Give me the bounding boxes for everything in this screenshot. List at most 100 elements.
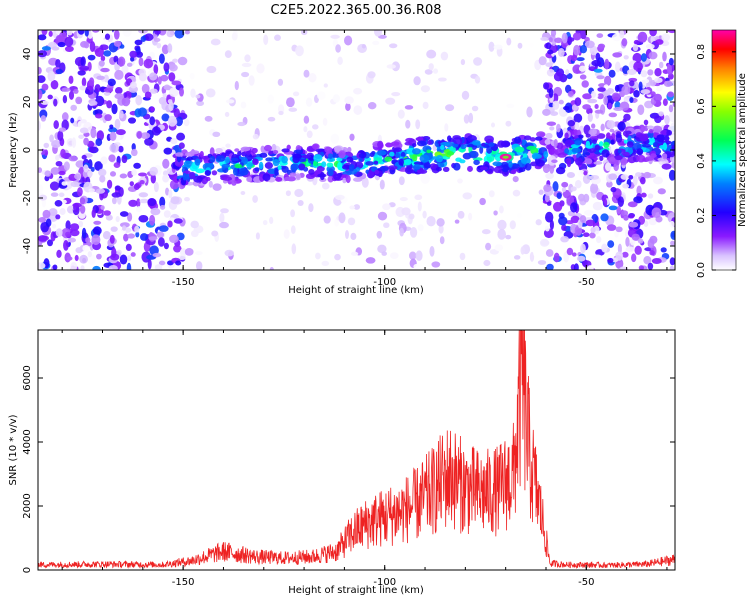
heatmap-cell [582,104,591,110]
heatmap-cell [508,161,513,168]
heatmap-cell [648,129,654,134]
heatmap-cell [420,85,431,93]
heatmap-cell [77,30,85,35]
heatmap-cell [258,161,264,170]
heatmap-cell [640,53,647,62]
spectrogram-x-ticks: -150 -100 -50 [61,30,668,288]
heatmap-cell [457,178,463,184]
heatmap-cell [96,75,105,81]
heatmap-cell [567,90,574,97]
heatmap-cell [615,61,621,73]
heatmap-cell [129,50,138,58]
heatmap-cell [183,160,194,168]
heatmap-cell [168,189,173,199]
heatmap-cell [585,219,596,227]
heatmap-cell [111,197,117,205]
heatmap-cell [591,139,597,144]
heatmap-cell [184,197,190,202]
heatmap-cell [47,70,56,82]
heatmap-cell [412,143,417,148]
heatmap-cell [135,94,143,106]
heatmap-cell [591,90,596,98]
heatmap-cell [322,182,330,190]
heatmap-cell [638,265,645,270]
heatmap-cell [668,169,675,181]
heatmap-cell [178,142,185,150]
snr-y-axis-label: SNR (10 * v/v) [8,414,19,485]
heatmap-cell [662,51,667,62]
heatmap-cell [546,144,553,150]
heatmap-cell [308,168,315,175]
snr-x-tick-label: -100 [373,577,396,588]
heatmap-cell [631,142,642,150]
heatmap-cell [651,207,662,219]
heatmap-cell [190,88,196,98]
heatmap-cell [550,111,559,117]
heatmap-cell [206,65,217,74]
heatmap-cell [438,224,444,234]
heatmap-cell [347,217,356,226]
heatmap-cell [248,75,255,86]
heatmap-cell [303,115,310,124]
heatmap-cell [474,75,481,84]
heatmap-cell [80,265,85,270]
heatmap-cell [175,152,184,157]
heatmap-cell [617,196,624,208]
heatmap-cell [252,158,259,166]
heatmap-cell [429,245,435,257]
heatmap-cell [50,192,59,197]
heatmap-cell [619,30,625,39]
colorbar-gradient [712,30,736,270]
heatmap-cell [613,96,619,102]
heatmap-cell [103,210,111,216]
heatmap-cell [547,49,554,55]
heatmap-cell [596,236,602,244]
heatmap-cell [74,173,81,180]
heatmap-cell [608,69,616,78]
heatmap-cell [511,163,520,169]
heatmap-cell [668,151,675,158]
heatmap-cell [639,133,649,142]
heatmap-cell [384,156,393,162]
heatmap-cell [656,154,662,158]
heatmap-cell [83,41,90,49]
heatmap-cell [668,111,675,123]
heatmap-cell [130,148,138,157]
heatmap-cell [114,93,124,100]
heatmap-cell [244,54,251,63]
heatmap-cell [509,220,516,230]
heatmap-cell [55,228,63,237]
heatmap-cell [336,157,343,162]
heatmap-cell [189,72,195,80]
heatmap-cell [626,141,634,148]
heatmap-cell [68,90,75,100]
heatmap-cell [87,170,93,177]
heatmap-cell [353,87,363,95]
heatmap-cell [452,137,463,145]
heatmap-cell [298,158,307,163]
heatmap-cell [395,152,401,158]
heatmap-cell [50,80,59,90]
heatmap-cell [404,105,414,110]
heatmap-cell [632,175,638,186]
heatmap-cell [240,146,251,152]
heatmap-cell [549,219,554,231]
heatmap-cell [123,92,128,99]
heatmap-cell [641,143,652,148]
heatmap-cell [622,151,630,157]
heatmap-cell [411,148,421,155]
heatmap-cell [269,267,274,270]
heatmap-cell [462,192,473,200]
heatmap-cell [135,231,140,238]
heatmap-cell [571,147,582,153]
heatmap-cell [505,120,512,127]
heatmap-cell [63,161,70,171]
heatmap-cell [574,140,582,146]
heatmap-cell [264,162,274,169]
heatmap-cell [652,141,658,148]
heatmap-cell [87,251,92,258]
heatmap-cell [194,158,201,166]
heatmap-cell [158,53,165,64]
heatmap-cell [65,231,71,238]
heatmap-cell [545,42,552,50]
